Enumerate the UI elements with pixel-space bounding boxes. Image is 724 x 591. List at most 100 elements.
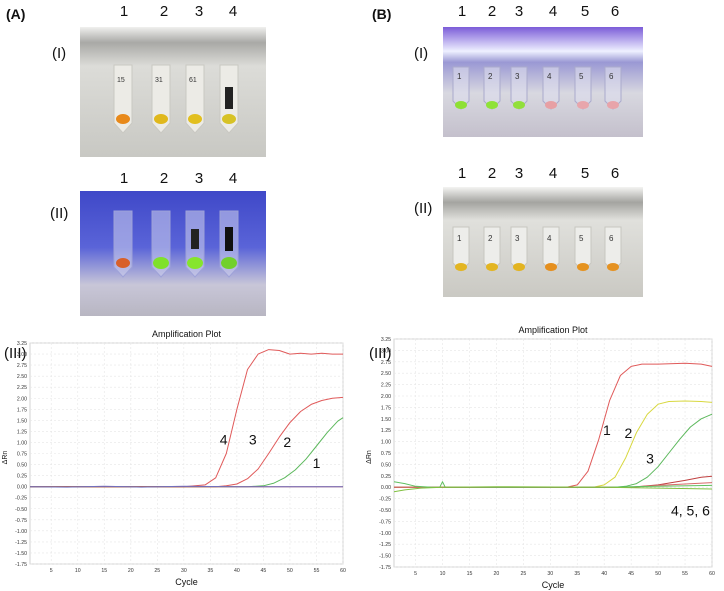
tube-number-a-i-1: 1 — [119, 3, 129, 20]
tube-number-a-i-4: 4 — [228, 3, 238, 20]
tube-number-a-ii-1: 1 — [119, 170, 129, 187]
tube-a-i-1: 15 — [113, 64, 133, 134]
curve-label-4: 4, 5, 6 — [671, 502, 710, 518]
row-label-a-iii: (III) — [4, 345, 27, 362]
series-line-6 — [393, 481, 713, 488]
x-tick-label: 25 — [154, 568, 160, 574]
tube-photo-b-ii-image: 1 2 3 4 5 6 — [443, 187, 643, 297]
tube-number-b-i-2: 2 — [487, 3, 497, 20]
y-axis-label: ΔRn — [2, 451, 9, 465]
row-label-a-i: (I) — [52, 45, 67, 62]
x-tick-label: 45 — [261, 568, 267, 574]
y-tick-label: 0.00 — [17, 485, 27, 491]
row-label-a-ii: (II) — [50, 205, 69, 222]
tube-b-i-5: 5 — [574, 66, 592, 110]
svg-text:61: 61 — [189, 77, 197, 84]
tube-photo-a-ii — [80, 191, 266, 316]
tube-number-b-i-6: 6 — [610, 3, 620, 20]
y-tick-label: 1.25 — [17, 429, 27, 435]
y-tick-label: 2.75 — [381, 360, 391, 366]
svg-text:4: 4 — [547, 234, 552, 243]
svg-text:3: 3 — [515, 234, 520, 243]
tube-photo-a-ii-image — [80, 191, 266, 316]
y-tick-label: 0.25 — [17, 474, 27, 480]
y-tick-label: -1.75 — [379, 565, 391, 571]
tube-b-i-1: 1 — [452, 66, 470, 110]
y-tick-label: 1.50 — [17, 418, 27, 424]
svg-text:2: 2 — [488, 234, 493, 243]
tube-b-ii-6: 6 — [604, 226, 622, 272]
tube-b-i-3: 3 — [510, 66, 528, 110]
svg-text:15: 15 — [117, 77, 125, 84]
y-tick-label: 1.75 — [381, 405, 391, 411]
curve-label-3: 2 — [283, 434, 291, 450]
x-tick-label: 35 — [207, 568, 213, 574]
amplification-plot-a: Amplification Plot 3.25 3.00 2.75 2.50 2.25 2.… — [2, 329, 346, 587]
tube-number-b-i-3: 3 — [514, 3, 524, 20]
y-tick-label: -0.25 — [379, 497, 391, 503]
x-tick-label: 40 — [234, 568, 240, 574]
y-tick-label: 1.50 — [381, 417, 391, 423]
y-tick-label: -1.00 — [15, 529, 27, 535]
tube-number-b-ii-6: 6 — [610, 165, 620, 182]
chart-title: Amplification Plot — [518, 325, 588, 335]
y-tick-label: 0.50 — [17, 463, 27, 469]
y-tick-label: 1.25 — [381, 428, 391, 434]
panel-label-a: (A) — [6, 6, 26, 22]
x-tick-label: 50 — [655, 571, 661, 577]
x-tick-label: 25 — [520, 571, 526, 577]
series-line-7 — [393, 486, 713, 493]
x-tick-label: 20 — [128, 568, 134, 574]
y-tick-label: -1.25 — [379, 542, 391, 548]
tube-a-ii-4 — [219, 210, 239, 278]
x-axis-label: Cycle — [175, 577, 198, 587]
plot-area — [393, 338, 713, 568]
x-tick-label: 50 — [287, 568, 293, 574]
tube-a-i-4 — [219, 64, 239, 134]
tube-b-i-6: 6 — [604, 66, 622, 110]
tube-number-b-ii-3: 3 — [514, 165, 524, 182]
x-tick-label: 45 — [628, 571, 634, 577]
y-tick-label: -1.50 — [379, 554, 391, 560]
y-tick-label: 0.25 — [381, 474, 391, 480]
y-tick-label: -1.25 — [15, 540, 27, 546]
tube-b-i-4: 4 — [542, 66, 560, 110]
x-tick-label: 30 — [181, 568, 187, 574]
y-tick-label: 0.75 — [381, 451, 391, 457]
tube-number-b-ii-1: 1 — [457, 165, 467, 182]
y-tick-label: 2.75 — [17, 363, 27, 369]
tube-photo-b-i: 1 2 3 4 5 6 — [443, 27, 643, 137]
y-tick-label: -0.50 — [15, 507, 27, 513]
y-tick-label: 0.50 — [381, 462, 391, 468]
svg-text:5: 5 — [579, 72, 584, 81]
y-tick-label: 1.75 — [17, 407, 27, 413]
tube-number-b-i-4: 4 — [548, 3, 558, 20]
row-label-b-ii: (II) — [414, 200, 433, 217]
tube-photo-a-i-image: 15 31 61 — [80, 27, 266, 157]
x-tick-label: 5 — [50, 568, 53, 574]
y-tick-label: 2.00 — [381, 394, 391, 400]
y-tick-label: -1.00 — [379, 531, 391, 537]
svg-text:31: 31 — [155, 77, 163, 84]
y-tick-label: -1.75 — [15, 562, 27, 568]
y-tick-label: -0.75 — [379, 519, 391, 525]
y-tick-label: 0.75 — [17, 452, 27, 458]
tube-photo-b-ii: 1 2 3 4 5 6 — [443, 187, 643, 297]
series-line-2 — [30, 396, 344, 488]
curve-label-1: 1 — [603, 422, 611, 438]
tube-photo-a-i: 15 31 61 — [80, 27, 266, 157]
y-tick-label: 3.00 — [381, 348, 391, 354]
x-tick-label: 10 — [440, 571, 446, 577]
x-tick-label: 30 — [547, 571, 553, 577]
x-tick-label: 20 — [494, 571, 500, 577]
amplification-plot-b: Amplification Plot 3.25 3.00 2.75 2.50 2.25 2.… — [366, 325, 715, 590]
svg-text:1: 1 — [457, 234, 462, 243]
y-tick-label: 0.00 — [381, 485, 391, 491]
tube-number-a-i-3: 3 — [194, 3, 204, 20]
tube-number-b-i-1: 1 — [457, 3, 467, 20]
y-tick-label: -0.50 — [379, 508, 391, 514]
tube-number-a-ii-3: 3 — [194, 170, 204, 187]
tube-a-ii-2 — [151, 210, 171, 278]
y-tick-label: 3.25 — [381, 337, 391, 343]
tube-b-ii-1: 1 — [452, 226, 470, 272]
